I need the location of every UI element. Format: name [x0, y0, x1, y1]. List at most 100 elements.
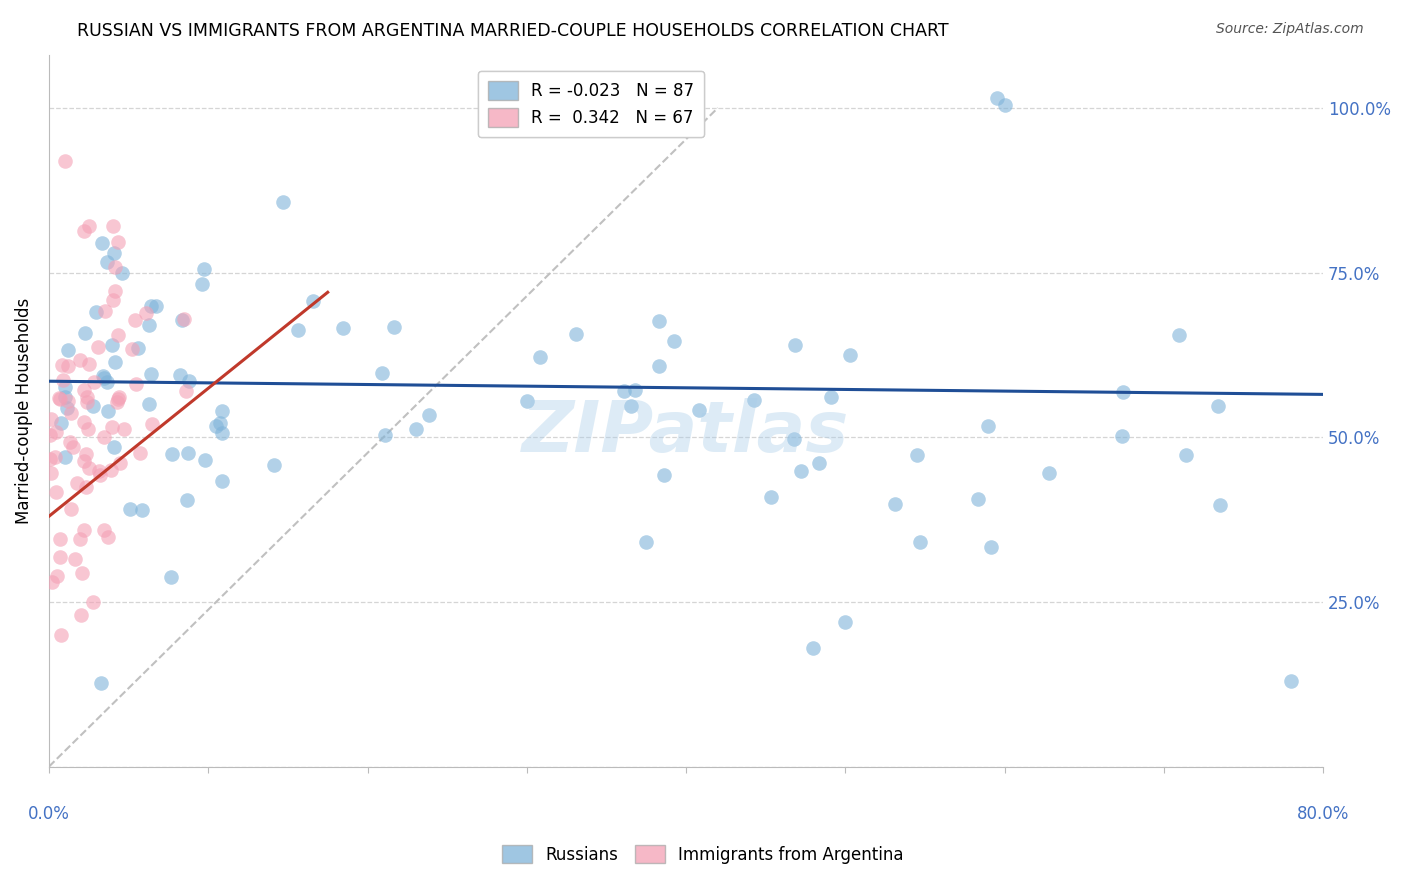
Point	[977, 419, 1000, 434]
Point	[1167, 327, 1189, 342]
Point	[103, 260, 125, 274]
Point	[160, 447, 183, 461]
Point	[101, 420, 124, 434]
Point	[112, 422, 135, 436]
Point	[52, 373, 75, 387]
Point	[101, 293, 124, 307]
Point	[884, 498, 907, 512]
Point	[97, 404, 120, 418]
Point	[370, 366, 392, 380]
Point	[287, 323, 309, 337]
Point	[82, 399, 104, 413]
Point	[39, 466, 62, 480]
Point	[87, 464, 110, 478]
Point	[127, 341, 149, 355]
Point	[62, 440, 84, 454]
Point	[332, 320, 354, 334]
Point	[129, 446, 152, 460]
Point	[208, 417, 231, 431]
Point	[405, 422, 427, 436]
Point	[790, 464, 813, 478]
Point	[90, 235, 112, 250]
Point	[529, 350, 551, 364]
Point	[83, 375, 105, 389]
Point	[73, 454, 96, 468]
Point	[53, 153, 76, 168]
Point	[803, 640, 825, 655]
Point	[104, 355, 127, 369]
Point	[1208, 499, 1230, 513]
Point	[107, 390, 129, 404]
Point	[820, 390, 842, 404]
Point	[905, 448, 928, 462]
Point	[82, 595, 104, 609]
Point	[125, 376, 148, 391]
Point	[1038, 467, 1060, 481]
Y-axis label: Married-couple Households: Married-couple Households	[15, 298, 32, 524]
Point	[93, 370, 115, 384]
Point	[177, 445, 200, 459]
Point	[77, 461, 100, 475]
Point	[808, 456, 831, 470]
Text: 80.0%: 80.0%	[1296, 805, 1350, 823]
Point	[211, 404, 233, 418]
Point	[89, 467, 111, 482]
Point	[45, 425, 67, 440]
Point	[138, 318, 160, 332]
Point	[211, 426, 233, 441]
Point	[177, 374, 200, 388]
Point	[135, 306, 157, 320]
Point	[51, 359, 73, 373]
Point	[624, 383, 647, 397]
Point	[174, 384, 197, 399]
Point	[49, 628, 72, 642]
Point	[90, 675, 112, 690]
Point	[73, 523, 96, 537]
Point	[39, 452, 62, 467]
Point	[49, 392, 72, 406]
Point	[84, 305, 107, 319]
Point	[834, 615, 856, 629]
Legend: Russians, Immigrants from Argentina: Russians, Immigrants from Argentina	[495, 838, 911, 871]
Point	[111, 266, 134, 280]
Point	[1206, 399, 1229, 413]
Point	[1175, 448, 1198, 462]
Point	[131, 503, 153, 517]
Point	[211, 474, 233, 488]
Point	[565, 326, 588, 341]
Point	[96, 255, 118, 269]
Point	[271, 194, 294, 209]
Point	[120, 502, 142, 516]
Point	[105, 394, 128, 409]
Point	[108, 456, 131, 470]
Point	[107, 392, 129, 406]
Point	[374, 428, 396, 442]
Point	[56, 343, 79, 357]
Point	[44, 450, 66, 465]
Point	[69, 532, 91, 546]
Point	[418, 408, 440, 422]
Point	[688, 402, 710, 417]
Point	[382, 320, 405, 334]
Point	[103, 440, 125, 454]
Point	[75, 447, 97, 461]
Point	[69, 608, 91, 623]
Point	[648, 359, 671, 374]
Point	[59, 406, 82, 420]
Point	[76, 395, 98, 409]
Legend: R = -0.023   N = 87, R =  0.342   N = 67: R = -0.023 N = 87, R = 0.342 N = 67	[478, 70, 704, 137]
Text: Source: ZipAtlas.com: Source: ZipAtlas.com	[1216, 22, 1364, 37]
Point	[191, 277, 214, 291]
Point	[139, 367, 162, 381]
Point	[742, 392, 765, 407]
Point	[173, 311, 195, 326]
Point	[97, 531, 120, 545]
Point	[41, 575, 63, 590]
Point	[77, 219, 100, 234]
Point	[107, 328, 129, 343]
Point	[1111, 428, 1133, 442]
Point	[121, 342, 143, 356]
Point	[73, 224, 96, 238]
Point	[69, 353, 91, 368]
Point	[664, 334, 686, 348]
